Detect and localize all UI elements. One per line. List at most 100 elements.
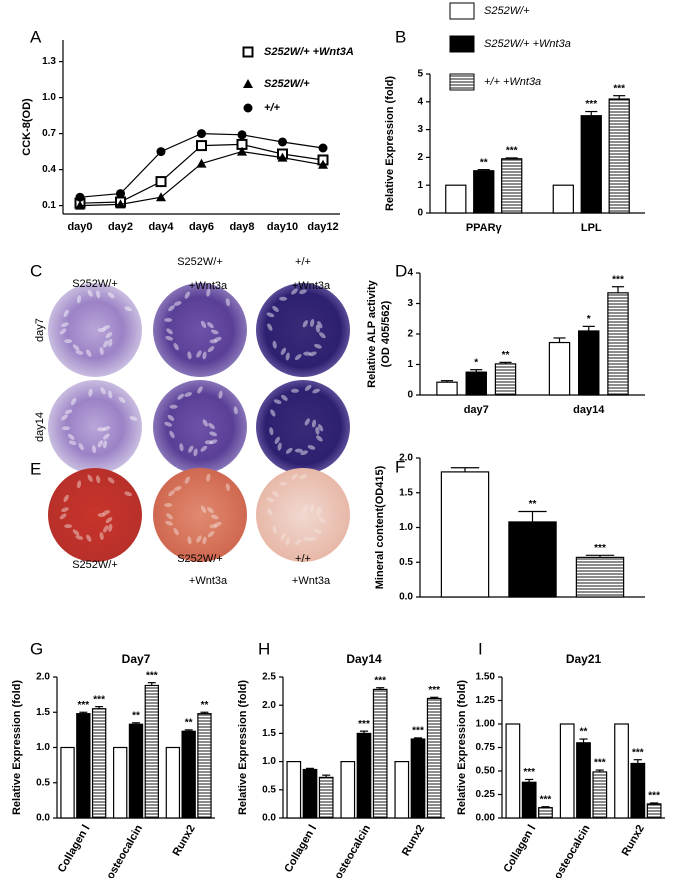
photo-texture [173, 486, 182, 491]
significance: * [587, 314, 591, 325]
legend-marker [243, 103, 253, 113]
significance: *** [358, 719, 370, 730]
y-tick-label: 4 [417, 96, 423, 107]
photo-texture [280, 532, 287, 541]
photo-texture [310, 504, 315, 512]
photo-texture [272, 340, 277, 349]
photo-texture [103, 340, 109, 348]
significance: ** [201, 700, 209, 711]
photo-texture [294, 539, 302, 546]
photo-texture [317, 321, 323, 329]
significance: ** [132, 710, 140, 721]
bar [144, 684, 159, 819]
photo [153, 380, 247, 474]
y-axis-label: Relative ALP activity [366, 279, 378, 387]
photo-texture [206, 288, 211, 297]
photo-texture [70, 397, 77, 406]
photo-texture [318, 332, 326, 339]
y-axis-label: Relative Expression (fold) [384, 76, 396, 211]
photo-texture [272, 490, 279, 497]
photo-texture [280, 347, 287, 356]
photo-texture [266, 497, 275, 503]
photo-texture [307, 445, 316, 450]
x-tick-label: day4 [148, 221, 174, 233]
bar [113, 746, 128, 819]
photo-texture [187, 536, 192, 545]
x-tick-label: day7 [464, 404, 489, 416]
y-tick-label: 1.5 [399, 487, 413, 498]
photo-texture [233, 406, 238, 415]
y-tick-label: 2 [417, 152, 423, 163]
photo-texture [285, 447, 293, 454]
photo-texture [197, 386, 203, 394]
significance: ** [529, 499, 537, 510]
bar [394, 760, 410, 819]
significance: *** [648, 791, 660, 802]
photo-texture [64, 524, 73, 529]
photo-texture [209, 339, 218, 344]
bar [494, 363, 517, 396]
photo-texture [168, 305, 175, 312]
photo-texture [164, 502, 173, 507]
photo-texture [206, 473, 211, 482]
photo-texture [187, 351, 192, 360]
point [156, 192, 166, 202]
photo-texture [177, 393, 185, 400]
photo-texture [72, 529, 80, 536]
photo-texture [91, 445, 97, 454]
photo-texture [107, 292, 115, 299]
bar [575, 556, 625, 598]
x-tick-label: LPL [581, 222, 602, 234]
y-tick-label: 3 [407, 298, 413, 309]
photo-texture [202, 536, 207, 545]
bar [538, 807, 553, 819]
y-tick-label: 0 [417, 208, 423, 219]
significance: ** [480, 157, 488, 168]
photo-texture [173, 528, 179, 536]
photo-texture [281, 394, 288, 401]
legend-marker [242, 46, 254, 58]
column-label: S252W/+ [72, 278, 118, 290]
photo-texture [311, 419, 317, 428]
y-tick-label: 0.50 [476, 766, 496, 777]
x-tick-label: PPARγ [466, 222, 503, 234]
significance: ** [185, 718, 193, 729]
y-axis-label: CCK-8(OD) [21, 98, 33, 156]
photo-texture [97, 513, 106, 517]
photo-texture [86, 349, 92, 357]
legend-swatch [449, 73, 475, 91]
photo-texture [315, 324, 320, 333]
y-tick-label: 1.5 [36, 707, 50, 718]
legend-label: S252W/+ +Wnt3a [484, 38, 571, 50]
photo-texture [102, 325, 111, 330]
photo-texture [309, 351, 317, 357]
significance: *** [428, 685, 440, 696]
photo-texture [274, 436, 280, 445]
bar [197, 713, 212, 819]
y-axis-label: Relative Expression (fold) [456, 680, 468, 815]
photo-texture [272, 525, 277, 534]
y-tick-label: 1.50 [476, 672, 496, 683]
photo-texture [164, 317, 173, 322]
y-tick-label: 2.0 [36, 672, 50, 683]
point [75, 192, 85, 202]
y-tick-label: 0.0 [36, 813, 50, 824]
bar [60, 746, 75, 819]
x-tick-label: day12 [307, 221, 338, 233]
column-label: +Wnt3a [292, 575, 331, 587]
bar [473, 170, 495, 214]
bar [552, 184, 574, 214]
photo-texture [209, 439, 218, 445]
point [155, 176, 167, 188]
photo-texture [107, 477, 115, 484]
photo-texture [63, 309, 69, 317]
significance: *** [412, 726, 424, 737]
photo-texture [299, 474, 307, 480]
photo-texture [291, 288, 298, 295]
bar [608, 98, 630, 214]
legend-label: +/+ [264, 102, 280, 114]
photo-texture [302, 505, 308, 513]
bar [372, 688, 388, 819]
y-tick-label: 2.5 [262, 672, 276, 683]
bar [521, 781, 537, 819]
